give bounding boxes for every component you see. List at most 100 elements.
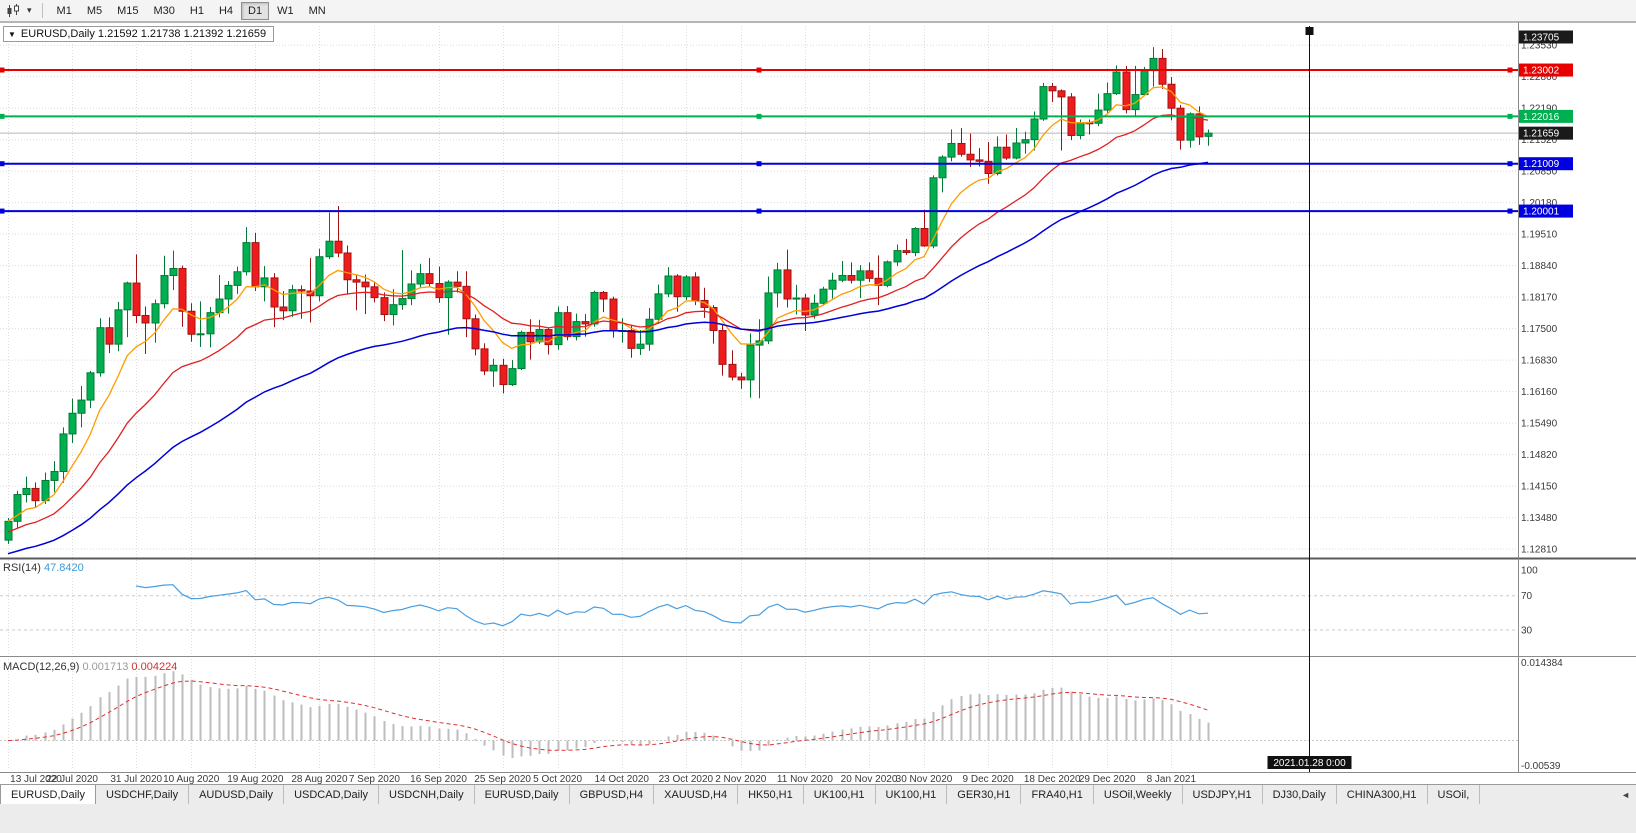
candle [480,343,489,376]
candle [838,260,847,283]
chart-tab-fra40-h1[interactable]: FRA40,H1 [1021,785,1094,805]
horizontal-line-1.23002[interactable] [0,67,1518,73]
svg-text:1.22860: 1.22860 [1521,72,1558,83]
timeframe-button-h4[interactable]: H4 [218,4,234,17]
chart-tab-usdjpy-h1[interactable]: USDJPY,H1 [1183,785,1263,805]
chart-tab-usdcad-daily[interactable]: USDCAD,Daily [284,785,380,805]
chart-tab-china300-h1[interactable]: CHINA300,H1 [1337,785,1428,805]
candle [1140,66,1149,96]
timeframe-button-m15[interactable]: M15 [117,4,139,17]
svg-text:14 Oct 2020: 14 Oct 2020 [594,774,649,784]
candle [86,370,95,409]
svg-text:1.20850: 1.20850 [1521,167,1558,178]
timeframe-button-mn[interactable]: MN [308,4,326,17]
horizontal-line-1.21009[interactable] [0,161,1518,167]
timeframe-button-w1[interactable]: W1 [277,4,294,17]
price-badge-last-price: 1.21659 [1523,129,1560,140]
svg-text:1.23530: 1.23530 [1521,41,1558,52]
svg-text:8 Jan 2021: 8 Jan 2021 [1147,774,1197,784]
candle [380,292,389,322]
timeframe-button-m5[interactable]: M5 [86,4,103,17]
horizontal-line-1.20001[interactable] [0,208,1518,214]
svg-text:9 Dec 2020: 9 Dec 2020 [963,774,1015,784]
candle [801,293,810,331]
macd-axis-labels: 0.014384 -0.00539 [1521,658,1563,772]
candle [792,284,801,315]
candle [728,350,737,381]
chart-tab-audusd-daily[interactable]: AUDUSD,Daily [189,785,285,805]
candlestick-chart-icon[interactable] [4,3,22,18]
chart-tab-usdcnh-daily[interactable]: USDCNH,Daily [379,785,475,805]
price-badge-high-marker: 1.23705 [1523,33,1560,44]
candle [819,286,828,306]
rsi-axis-labels: 100 70 30 [1521,566,1538,637]
chart-tab-gbpusd-h4[interactable]: GBPUSD,H4 [570,785,655,805]
candle [636,330,645,355]
candle [435,266,444,303]
candle [416,263,425,288]
ma-20-line [7,114,1209,533]
candle [206,307,215,348]
chart-tab-ger30-h1[interactable]: GER30,H1 [947,785,1022,805]
candle [920,209,929,247]
chart-tab-uk100-h1[interactable]: UK100,H1 [876,785,948,805]
chart-tab-xauusd-h4[interactable]: XAUUSD,H4 [654,785,739,805]
ohlc-info-text: EURUSD,Daily 1.21592 1.21738 1.21392 1.2… [20,28,267,40]
candle [966,133,975,167]
price-badge-support-line-2-price: 1.20001 [1523,207,1560,218]
timeframe-button-h1[interactable]: H1 [189,4,204,17]
svg-text:30 Nov 2020: 30 Nov 2020 [896,774,953,784]
chart-tab-eurusd-daily[interactable]: EURUSD,Daily [0,785,96,805]
candle [1204,129,1213,146]
chart-dropdown-caret-icon[interactable]: ▾ [27,5,32,15]
candle [77,385,86,428]
tab-scroll-icon[interactable]: ◄ [1621,790,1630,800]
candle [453,271,462,293]
rsi-indicator-label: RSI(14) 47.8420 [3,562,84,574]
chart-tab-hk50-h1[interactable]: HK50,H1 [738,785,804,805]
candle [1176,104,1185,150]
candle [673,274,682,312]
candle [260,266,269,302]
candle [847,262,856,284]
chart-tab-uk100-h1[interactable]: UK100,H1 [804,785,876,805]
candles-series [4,47,1213,544]
timeframe-button-m1[interactable]: M1 [56,4,72,17]
candle [59,427,68,483]
svg-text:22 Jul 2020: 22 Jul 2020 [46,774,98,784]
horizontal-line-1.22016[interactable] [0,113,1518,119]
svg-text:-0.00539: -0.00539 [1521,761,1561,772]
svg-text:18 Dec 2020: 18 Dec 2020 [1024,774,1081,784]
timeframe-button-m30[interactable]: M30 [153,4,175,17]
chart-tab-dj30-daily[interactable]: DJ30,Daily [1263,785,1337,805]
vertical-line-object[interactable]: 2021.01.28 0:00 [1267,26,1352,772]
svg-text:1.16830: 1.16830 [1521,356,1558,367]
chart-tab-bar: EURUSD,Daily USDCHF,Daily AUDUSD,Daily USDC… [0,784,1636,805]
candle [691,272,700,306]
chart-tab-usoil-weekly[interactable]: USOil,Weekly [1094,785,1183,805]
candle [105,317,114,354]
chart-canvas[interactable]: 2021.01.28 0:00 1.23530 1.22860 1.22190 1.21… [0,22,1636,785]
svg-text:29 Dec 2020: 29 Dec 2020 [1079,774,1136,784]
candle [462,271,471,338]
candle [1012,127,1021,160]
price-axis-ticks: 1.23530 1.22860 1.22190 1.21520 1.20850 1.201… [1521,41,1558,556]
timeframe-button-d1[interactable]: D1 [241,1,270,20]
price-badge-resistance-line-price: 1.23002 [1523,66,1560,77]
chart-tab-usdchf-daily[interactable]: USDCHF,Daily [96,785,190,805]
price-badge-support-line-1-price: 1.21009 [1523,159,1560,170]
collapse-triangle-icon[interactable]: ▼ [8,29,16,39]
svg-text:70: 70 [1521,591,1533,602]
candle [141,306,150,355]
candle [68,398,77,443]
svg-text:1.14820: 1.14820 [1521,450,1558,461]
candle [187,303,196,342]
candle [151,299,160,343]
svg-text:1.16160: 1.16160 [1521,387,1558,398]
svg-text:25 Sep 2020: 25 Sep 2020 [474,774,531,784]
chart-tab-usoil[interactable]: USOil, [1428,785,1481,805]
chart-tab-eurusd-daily[interactable]: EURUSD,Daily [475,785,570,805]
svg-text:23 Oct 2020: 23 Oct 2020 [659,774,714,784]
timeframe-buttons: M1 M5 M15 M30 H1 H4 D1 W1 MN [50,1,334,20]
